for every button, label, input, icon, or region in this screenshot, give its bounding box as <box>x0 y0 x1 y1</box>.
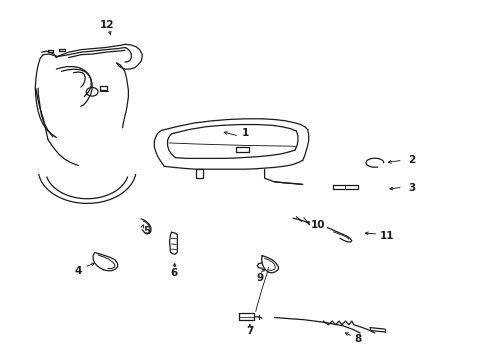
Text: 4: 4 <box>74 266 82 276</box>
Text: 10: 10 <box>311 220 326 230</box>
Text: 9: 9 <box>256 273 263 283</box>
Text: 8: 8 <box>354 334 361 344</box>
Text: 12: 12 <box>99 20 114 30</box>
Text: 3: 3 <box>408 183 415 193</box>
Text: 5: 5 <box>144 226 150 236</box>
Text: 11: 11 <box>380 231 394 241</box>
Text: 7: 7 <box>246 326 254 336</box>
Text: 6: 6 <box>171 268 177 278</box>
Text: 2: 2 <box>408 155 415 165</box>
Text: 1: 1 <box>242 128 248 138</box>
